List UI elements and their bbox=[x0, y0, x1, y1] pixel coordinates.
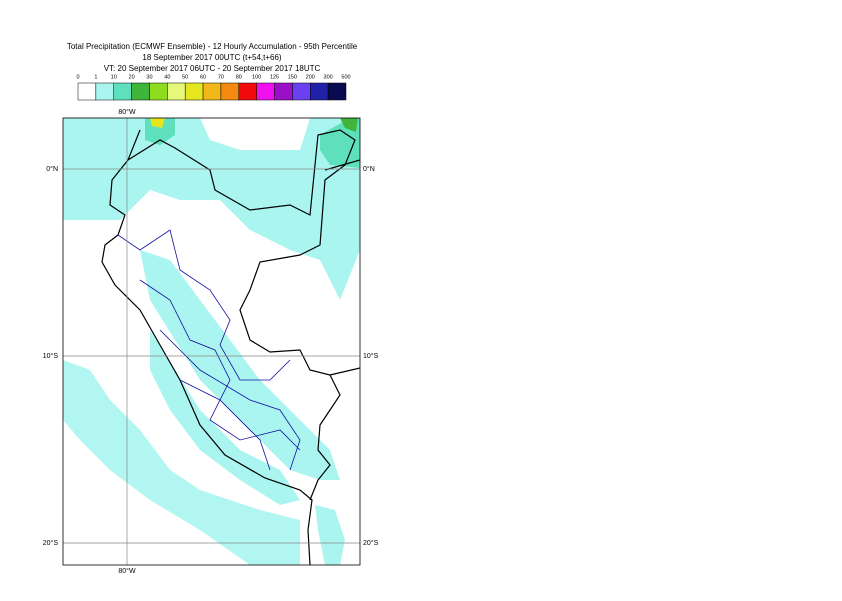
colorbar-box bbox=[256, 82, 275, 101]
coastline-borders bbox=[101, 129, 360, 565]
colorbar-label: 80 bbox=[236, 74, 242, 80]
colorbar-box bbox=[167, 82, 186, 101]
colorbar-label: 50 bbox=[182, 74, 188, 80]
precipitation-peak bbox=[340, 118, 358, 132]
colorbar-box bbox=[131, 82, 150, 101]
lat-label: 0°N bbox=[363, 165, 375, 173]
lon-label: 80°W bbox=[118, 567, 136, 575]
lat-label: 20°S bbox=[43, 539, 59, 547]
admin-borders bbox=[117, 229, 301, 471]
lat-label: 0°N bbox=[46, 165, 58, 173]
colorbar-label: 0 bbox=[76, 74, 79, 80]
colorbar-label: 125 bbox=[270, 74, 279, 80]
lat-label: 10°S bbox=[363, 352, 379, 360]
lon-label: 80°W bbox=[118, 108, 136, 116]
title-line: VT: 20 September 2017 06UTC - 20 Septemb… bbox=[104, 64, 321, 73]
colorbar-box bbox=[184, 82, 204, 101]
colorbar-box bbox=[274, 82, 293, 101]
precipitation-shading bbox=[63, 118, 360, 565]
colorbar-box bbox=[202, 82, 222, 101]
colorbar-label: 200 bbox=[306, 74, 315, 80]
graticule bbox=[63, 118, 360, 565]
colorbar-label: 30 bbox=[146, 74, 152, 80]
colorbar-label: 300 bbox=[324, 74, 333, 80]
colorbar-box bbox=[220, 82, 240, 101]
colorbar-box bbox=[292, 82, 311, 101]
colorbar-label: 500 bbox=[341, 74, 350, 80]
precipitation-peak bbox=[150, 118, 165, 128]
colorbar-box bbox=[77, 82, 97, 101]
colorbar-box bbox=[310, 82, 329, 101]
colorbar-label: 1 bbox=[94, 74, 97, 80]
colorbar-label: 20 bbox=[129, 74, 135, 80]
colorbar-box bbox=[149, 82, 168, 101]
colorbar-box bbox=[95, 82, 114, 101]
title-block: Total Precipitation (ECMWF Ensemble) - 1… bbox=[67, 42, 358, 73]
lat-label: 10°S bbox=[43, 352, 59, 360]
lat-label: 20°S bbox=[363, 539, 379, 547]
colorbar-box bbox=[327, 82, 347, 101]
colorbar-label: 100 bbox=[252, 74, 261, 80]
colorbar-label: 10 bbox=[111, 74, 117, 80]
colorbar-box bbox=[113, 82, 132, 101]
title-line: Total Precipitation (ECMWF Ensemble) - 1… bbox=[67, 42, 358, 51]
colorbar-box bbox=[238, 82, 257, 101]
colorbar-label: 40 bbox=[164, 74, 170, 80]
precipitation-shading-heavy bbox=[145, 118, 360, 168]
title-line: 18 September 2017 00UTC (t+54,t+66) bbox=[142, 53, 282, 62]
grid-labels: 80°W 80°W 0°N 10°S 20°S 0°N 10°S 20°S bbox=[43, 108, 379, 575]
colorbar-label: 70 bbox=[218, 74, 224, 80]
colorbar: 0 1 10 20 30 40 50 60 70 80 100 125 150 200 300 500 bbox=[76, 74, 351, 101]
map-frame bbox=[62, 117, 361, 566]
colorbar-label: 150 bbox=[288, 74, 297, 80]
map-area bbox=[63, 118, 360, 565]
colorbar-label: 60 bbox=[200, 74, 206, 80]
